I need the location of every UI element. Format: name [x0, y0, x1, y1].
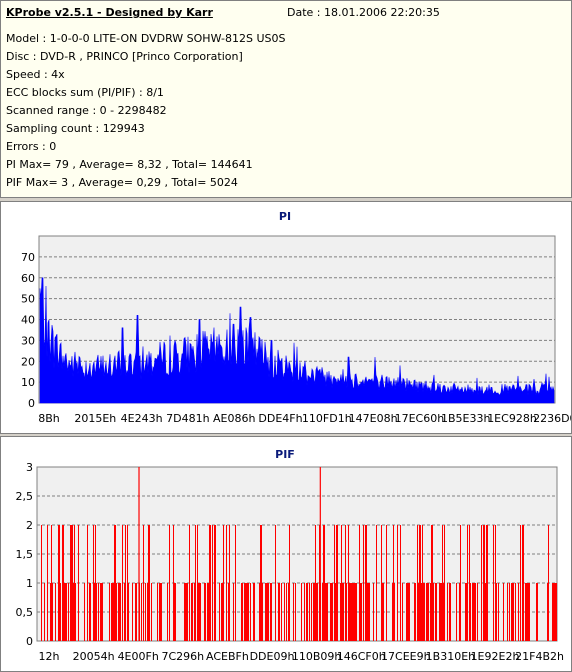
x-tick-label: 110B09h: [292, 650, 342, 663]
pi-chart-panel: PI 0 10 20 30 40 50 60 70 8Bh 2015Eh 4E243h 7D481h AE…: [0, 201, 572, 434]
x-tick-label: 20054h: [73, 650, 115, 663]
pif-bars-level-1: [44, 583, 557, 641]
y-tick-label: 1,5: [16, 548, 34, 561]
x-tick-label: 17EC60h: [395, 412, 445, 425]
chart-title: PIF: [275, 448, 295, 461]
y-tick-label: 0: [28, 397, 35, 410]
pif-chart: PIF 0 0,5 1 1,5 2 2,5 3 12h 20054h 4E00Fh 7C296h ACE…: [16, 448, 565, 663]
x-tick-label: 7D481h: [166, 412, 209, 425]
y-tick-label: 2: [26, 519, 33, 532]
x-tick-label: AE086h: [213, 412, 255, 425]
x-tick-label: 8Bh: [38, 412, 60, 425]
x-tick-label: 1E92E2h: [471, 650, 520, 663]
y-tick-label: 30: [21, 334, 35, 347]
y-tick-label: 50: [21, 293, 35, 306]
scan-date: Date : 18.01.2006 22:20:35: [287, 6, 440, 19]
info-pi-stats: PI Max= 79 , Average= 8,32 , Total= 1446…: [6, 158, 253, 171]
x-tick-label: 4E00Fh: [118, 650, 159, 663]
x-tick-label: 2236D0h: [533, 412, 571, 425]
app-title: KProbe v2.5.1 - Designed by Karr: [6, 6, 213, 19]
x-tick-label: 1B310Eh: [426, 650, 475, 663]
info-pif-stats: PIF Max= 3 , Average= 0,29 , Total= 5024: [6, 176, 238, 189]
x-tick-label: 110FD1h: [302, 412, 352, 425]
pif-bars-level-2: [41, 525, 549, 641]
info-sampling: Sampling count : 129943: [6, 122, 145, 135]
x-tick-label: DDE09h: [250, 650, 295, 663]
pi-chart: PI 0 10 20 30 40 50 60 70 8Bh 2015Eh 4E243h 7D481h AE…: [21, 210, 571, 425]
x-tick-label: 146CF0h: [337, 650, 386, 663]
info-panel: KProbe v2.5.1 - Designed by Karr Date : …: [0, 0, 572, 198]
y-tick-label: 1: [26, 577, 33, 590]
info-model: Model : 1-0-0-0 LITE-ON DVDRW SOHW-812S …: [6, 32, 286, 45]
y-tick-label: 40: [21, 314, 35, 327]
x-tick-label: 147E08h: [349, 412, 398, 425]
y-tick-label: 0: [26, 635, 33, 648]
info-speed: Speed : 4x: [6, 68, 65, 81]
y-tick-label: 70: [21, 251, 35, 264]
pi-series-area: [39, 277, 555, 404]
y-tick-label: 10: [21, 376, 35, 389]
pif-chart-panel: PIF 0 0,5 1 1,5 2 2,5 3 12h 20054h 4E00Fh 7C296h ACE…: [0, 436, 572, 672]
y-tick-label: 0,5: [16, 606, 34, 619]
info-errors: Errors : 0: [6, 140, 57, 153]
x-tick-label: 2015Eh: [74, 412, 116, 425]
x-tick-label: 21F4B2h: [515, 650, 564, 663]
y-tick-label: 60: [21, 272, 35, 285]
y-tick-label: 2,5: [16, 490, 34, 503]
x-tick-label: 12h: [39, 650, 60, 663]
x-tick-label: DDE4Fh: [258, 412, 302, 425]
info-ecc: ECC blocks sum (PI/PIF) : 8/1: [6, 86, 164, 99]
x-tick-label: 1EC928h: [487, 412, 537, 425]
chart-title: PI: [279, 210, 291, 223]
y-tick-label: 3: [26, 461, 33, 474]
x-tick-label: 1B5E33h: [441, 412, 490, 425]
x-tick-label: 7C296h: [161, 650, 204, 663]
x-tick-label: 17CEE9h: [381, 650, 431, 663]
x-tick-label: ACEBFh: [206, 650, 249, 663]
info-range: Scanned range : 0 - 2298482: [6, 104, 167, 117]
info-disc: Disc : DVD-R , PRINCO [Princo Corporatio…: [6, 50, 243, 63]
x-tick-label: 4E243h: [121, 412, 163, 425]
y-tick-label: 20: [21, 355, 35, 368]
